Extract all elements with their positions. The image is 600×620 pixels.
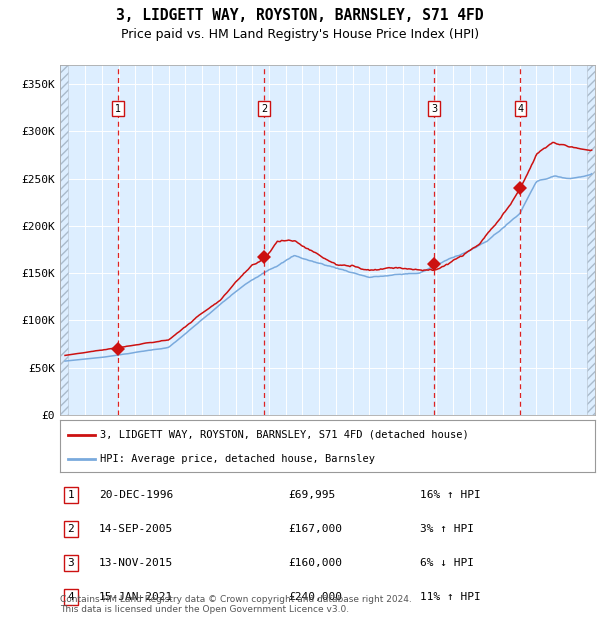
Text: 3: 3 [431,104,437,113]
Text: 3% ↑ HPI: 3% ↑ HPI [420,524,474,534]
Text: 20-DEC-1996: 20-DEC-1996 [99,490,173,500]
Text: 14-SEP-2005: 14-SEP-2005 [99,524,173,534]
Bar [587,65,595,415]
Text: £240,000: £240,000 [288,592,342,602]
Text: 16% ↑ HPI: 16% ↑ HPI [420,490,481,500]
Text: 6% ↓ HPI: 6% ↓ HPI [420,558,474,568]
Text: Price paid vs. HM Land Registry's House Price Index (HPI): Price paid vs. HM Land Registry's House … [121,28,479,41]
Text: £167,000: £167,000 [288,524,342,534]
Text: 15-JAN-2021: 15-JAN-2021 [99,592,173,602]
Text: £69,995: £69,995 [288,490,335,500]
Text: 13-NOV-2015: 13-NOV-2015 [99,558,173,568]
Text: 4: 4 [67,592,74,602]
Text: 3, LIDGETT WAY, ROYSTON, BARNSLEY, S71 4FD: 3, LIDGETT WAY, ROYSTON, BARNSLEY, S71 4… [116,8,484,23]
Text: 1: 1 [67,490,74,500]
Text: 2: 2 [261,104,267,113]
Text: 1: 1 [115,104,121,113]
Text: 3: 3 [67,558,74,568]
Text: 11% ↑ HPI: 11% ↑ HPI [420,592,481,602]
Text: Contains HM Land Registry data © Crown copyright and database right 2024.
This d: Contains HM Land Registry data © Crown c… [60,595,412,614]
Text: HPI: Average price, detached house, Barnsley: HPI: Average price, detached house, Barn… [100,454,375,464]
Text: 4: 4 [517,104,523,113]
Text: 2: 2 [67,524,74,534]
Text: 3, LIDGETT WAY, ROYSTON, BARNSLEY, S71 4FD (detached house): 3, LIDGETT WAY, ROYSTON, BARNSLEY, S71 4… [100,430,469,440]
Text: £160,000: £160,000 [288,558,342,568]
Bar [60,65,68,415]
